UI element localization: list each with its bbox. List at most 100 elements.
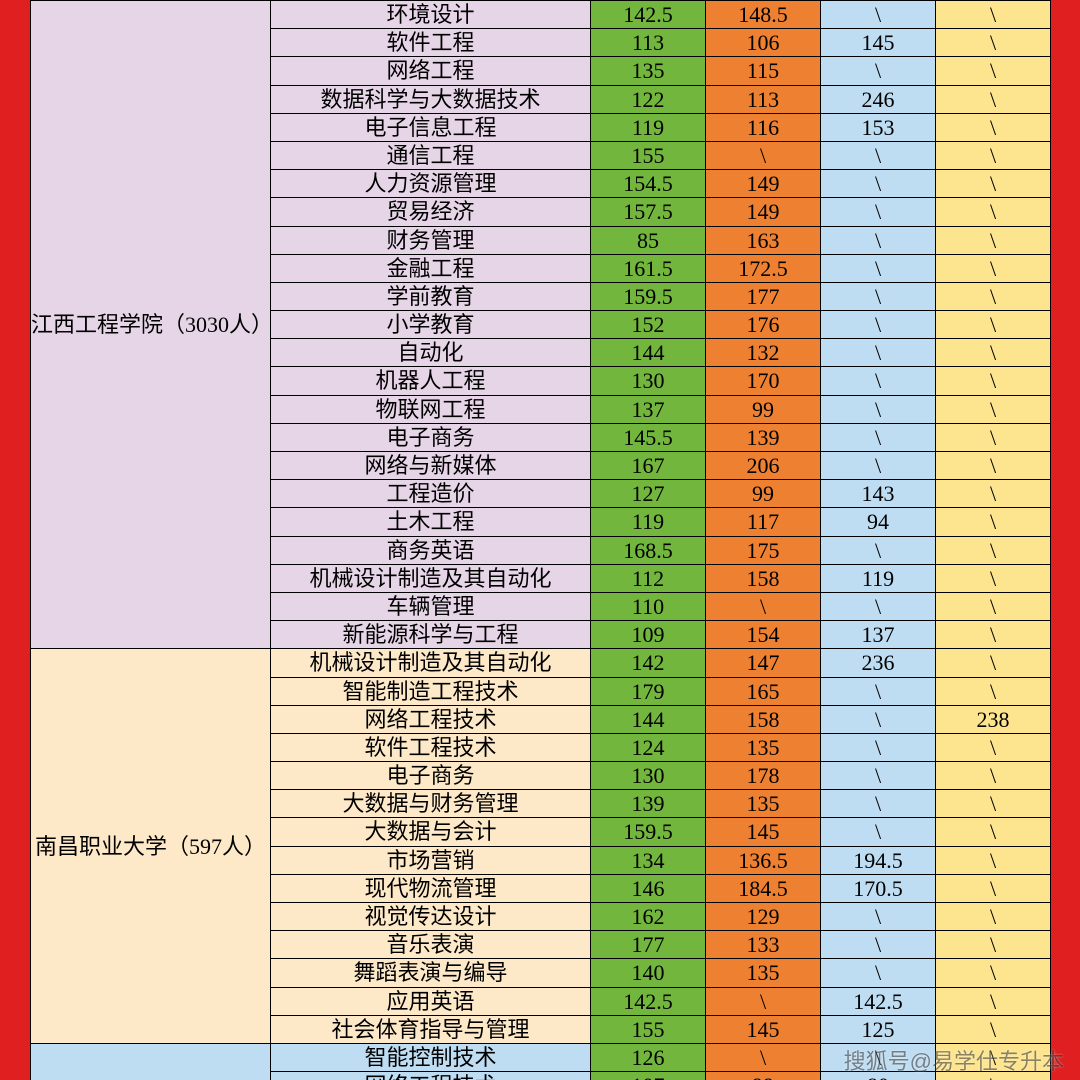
value-cell-c1: 134: [591, 846, 706, 874]
value-cell-c2: 135: [706, 733, 821, 761]
value-cell-c4: \: [936, 959, 1051, 987]
value-cell-c1: 155: [591, 1015, 706, 1043]
value-cell-c1: 179: [591, 677, 706, 705]
value-cell-c2: 175: [706, 536, 821, 564]
major-cell: 软件工程技术: [271, 733, 591, 761]
major-cell: 财务管理: [271, 226, 591, 254]
value-cell-c3: \: [821, 170, 936, 198]
value-cell-c3: \: [821, 339, 936, 367]
value-cell-c1: 142.5: [591, 987, 706, 1015]
value-cell-c3: \: [821, 790, 936, 818]
value-cell-c1: 159.5: [591, 818, 706, 846]
major-cell: 现代物流管理: [271, 874, 591, 902]
value-cell-c4: \: [936, 198, 1051, 226]
value-cell-c4: \: [936, 311, 1051, 339]
value-cell-c2: 149: [706, 170, 821, 198]
value-cell-c1: 137: [591, 395, 706, 423]
value-cell-c2: 165: [706, 677, 821, 705]
value-cell-c3: \: [821, 677, 936, 705]
value-cell-c1: 144: [591, 339, 706, 367]
major-cell: 舞蹈表演与编导: [271, 959, 591, 987]
value-cell-c3: \: [821, 254, 936, 282]
major-cell: 小学教育: [271, 311, 591, 339]
value-cell-c1: 135: [591, 57, 706, 85]
major-cell: 自动化: [271, 339, 591, 367]
value-cell-c2: 172.5: [706, 254, 821, 282]
value-cell-c4: \: [936, 931, 1051, 959]
major-cell: 新能源科学与工程: [271, 621, 591, 649]
value-cell-c3: \: [821, 452, 936, 480]
value-cell-c1: 122: [591, 85, 706, 113]
value-cell-c1: 155: [591, 141, 706, 169]
value-cell-c4: \: [936, 846, 1051, 874]
major-cell: 智能制造工程技术: [271, 677, 591, 705]
major-cell: 大数据与财务管理: [271, 790, 591, 818]
value-cell-c2: 129: [706, 903, 821, 931]
major-cell: 视觉传达设计: [271, 903, 591, 931]
value-cell-c3: \: [821, 705, 936, 733]
value-cell-c2: 176: [706, 311, 821, 339]
value-cell-c2: 115: [706, 57, 821, 85]
value-cell-c3: 170.5: [821, 874, 936, 902]
value-cell-c3: \: [821, 423, 936, 451]
value-cell-c2: 184.5: [706, 874, 821, 902]
major-cell: 环境设计: [271, 1, 591, 29]
major-cell: 智能控制技术: [271, 1043, 591, 1071]
value-cell-c3: 137: [821, 621, 936, 649]
value-cell-c4: \: [936, 1015, 1051, 1043]
value-cell-c3: 119: [821, 564, 936, 592]
value-cell-c3: \: [821, 1, 936, 29]
major-cell: 金融工程: [271, 254, 591, 282]
value-cell-c1: 113: [591, 29, 706, 57]
value-cell-c4: \: [936, 57, 1051, 85]
value-cell-c3: \: [821, 282, 936, 310]
value-cell-c2: 106: [706, 29, 821, 57]
value-cell-c1: 130: [591, 367, 706, 395]
value-cell-c3: 236: [821, 649, 936, 677]
value-cell-c3: \: [821, 818, 936, 846]
value-cell-c2: 178: [706, 762, 821, 790]
value-cell-c4: \: [936, 1, 1051, 29]
value-cell-c1: 107: [591, 1072, 706, 1080]
value-cell-c3: 94: [821, 508, 936, 536]
value-cell-c4: \: [936, 508, 1051, 536]
value-cell-c2: 148.5: [706, 1, 821, 29]
value-cell-c2: 145: [706, 818, 821, 846]
value-cell-c2: 99: [706, 1072, 821, 1080]
value-cell-c1: 119: [591, 508, 706, 536]
value-cell-c1: 85: [591, 226, 706, 254]
value-cell-c1: 130: [591, 762, 706, 790]
major-cell: 车辆管理: [271, 592, 591, 620]
major-cell: 网络工程技术: [271, 705, 591, 733]
major-cell: 土木工程: [271, 508, 591, 536]
value-cell-c4: \: [936, 762, 1051, 790]
value-cell-c4: \: [936, 226, 1051, 254]
value-cell-c1: 146: [591, 874, 706, 902]
value-cell-c3: \: [821, 395, 936, 423]
value-cell-c1: 142.5: [591, 1, 706, 29]
value-cell-c3: \: [821, 903, 936, 931]
value-cell-c4: \: [936, 339, 1051, 367]
value-cell-c2: \: [706, 1043, 821, 1071]
value-cell-c4: \: [936, 113, 1051, 141]
value-cell-c2: 170: [706, 367, 821, 395]
value-cell-c2: 158: [706, 564, 821, 592]
major-cell: 人力资源管理: [271, 170, 591, 198]
table-row: 江西工程学院（3030人）环境设计142.5148.5\\: [31, 1, 1051, 29]
value-cell-c1: 127: [591, 480, 706, 508]
major-cell: 网络与新媒体: [271, 452, 591, 480]
value-cell-c3: \: [821, 762, 936, 790]
major-cell: 商务英语: [271, 536, 591, 564]
major-cell: 物联网工程: [271, 395, 591, 423]
value-cell-c1: 112: [591, 564, 706, 592]
value-cell-c3: \: [821, 592, 936, 620]
value-cell-c2: 135: [706, 790, 821, 818]
value-cell-c4: \: [936, 592, 1051, 620]
watermark-text: 搜狐号@易学仕专升本: [844, 1044, 1064, 1076]
value-cell-c3: \: [821, 311, 936, 339]
value-cell-c4: \: [936, 423, 1051, 451]
value-cell-c4: \: [936, 452, 1051, 480]
value-cell-c3: \: [821, 536, 936, 564]
major-cell: 学前教育: [271, 282, 591, 310]
value-cell-c1: 142: [591, 649, 706, 677]
